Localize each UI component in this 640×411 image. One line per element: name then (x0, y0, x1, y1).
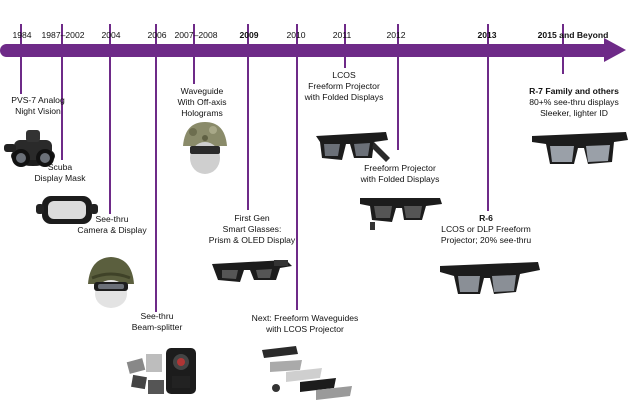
timeline-stem (155, 56, 157, 312)
year-tick (20, 24, 22, 44)
timeline-bar (0, 44, 612, 57)
timeline-stem (487, 56, 489, 211)
year-label: 2004 (101, 30, 121, 40)
year-label: 2010 (286, 30, 306, 40)
product-label-r7: R-7 Family and others 80+% see-thru disp… (529, 86, 619, 118)
product-label-waveguide: Waveguide With Off-axis Holograms (177, 86, 227, 118)
r7-glasses-icon (532, 132, 628, 164)
product-label-lcos: LCOS Freeform Projector with Folded Disp… (304, 70, 384, 102)
year-label: 2015 and Beyond (537, 30, 609, 40)
timeline-stem (193, 56, 195, 84)
freeform-glasses-icon (360, 198, 442, 230)
product-label-next-freeform: Next: Freeform Waveguides with LCOS Proj… (251, 313, 359, 334)
year-tick (61, 24, 63, 44)
product-label-freeform-projector: Freeform Projector with Folded Displays (360, 163, 440, 184)
scuba-mask-icon (36, 196, 98, 224)
year-label: 2007–2008 (174, 30, 218, 40)
beam-splitter-device-icon (126, 348, 196, 394)
camo-helmet-icon (183, 122, 227, 174)
year-label: 1987–2002 (41, 30, 85, 40)
product-label-scuba: Scuba Display Mask (34, 162, 86, 183)
timeline-stem (344, 56, 346, 68)
r6-glasses-icon (440, 262, 540, 294)
timeline-stem (20, 56, 22, 94)
exploded-glasses-icon (262, 346, 352, 400)
year-tick (193, 24, 195, 44)
timeline-stem (61, 56, 63, 160)
product-label-r6: R-6 LCOS or DLP Freeform Projector; 20% … (440, 213, 532, 245)
night-vision-goggles-icon (4, 130, 55, 167)
year-label: 2013 (477, 30, 497, 40)
smart-glasses-icon (212, 260, 292, 282)
timeline-stem (562, 56, 564, 74)
product-label-first-gen: First Gen Smart Glasses: Prism & OLED Di… (208, 213, 296, 245)
year-label: 2006 (147, 30, 167, 40)
product-label-beam-splitter: See-thru Beam-splitter (131, 311, 183, 332)
timeline-arrow (604, 38, 626, 62)
timeline-stem (296, 56, 298, 310)
lcos-glasses-icon (316, 132, 390, 162)
product-label-camera-display: See-thru Camera & Display (77, 214, 147, 235)
year-label: 2012 (386, 30, 406, 40)
year-tick (397, 24, 399, 44)
military-helmet-icon (88, 257, 134, 308)
year-tick (109, 24, 111, 44)
year-label: 2011 (332, 30, 352, 40)
timeline-stem (247, 56, 249, 210)
year-tick (296, 24, 298, 44)
year-tick (344, 24, 346, 44)
year-tick (562, 24, 564, 44)
year-label: 2009 (239, 30, 259, 40)
product-label-pvs7: PVS-7 Analog Night Vision (11, 95, 65, 116)
year-tick (247, 24, 249, 44)
year-label: 1984 (12, 30, 32, 40)
year-tick (487, 24, 489, 44)
timeline-stem (109, 56, 111, 214)
year-tick (155, 24, 157, 44)
timeline-stem (397, 56, 399, 150)
